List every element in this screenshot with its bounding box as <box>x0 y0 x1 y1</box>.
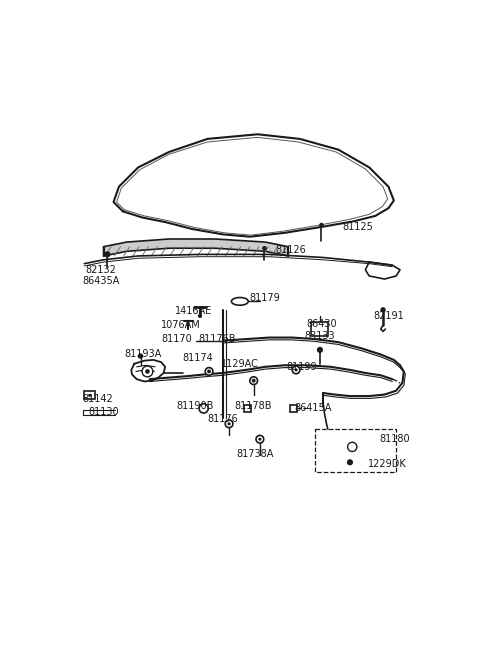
Circle shape <box>317 347 323 353</box>
Circle shape <box>348 442 357 451</box>
Text: 81738A: 81738A <box>237 449 274 459</box>
Text: 81193A: 81193A <box>124 349 162 359</box>
Text: 86430: 86430 <box>306 319 336 328</box>
Text: 81174: 81174 <box>183 353 214 363</box>
Circle shape <box>145 369 150 374</box>
Text: 81142: 81142 <box>83 394 113 404</box>
Circle shape <box>292 366 300 374</box>
Circle shape <box>250 377 258 384</box>
Circle shape <box>199 404 208 413</box>
Text: 1229DK: 1229DK <box>368 459 407 469</box>
Text: 81126: 81126 <box>275 245 306 255</box>
Bar <box>84 392 95 399</box>
Text: 1129AC: 1129AC <box>221 359 259 369</box>
Text: 86415A: 86415A <box>295 403 332 413</box>
Text: 81199: 81199 <box>287 362 317 372</box>
Text: 83133: 83133 <box>304 331 335 341</box>
Circle shape <box>256 436 264 443</box>
Text: 81176: 81176 <box>207 414 238 424</box>
Text: 81178B: 81178B <box>234 401 272 411</box>
Bar <box>290 405 297 412</box>
Circle shape <box>319 223 324 227</box>
Circle shape <box>258 438 262 441</box>
Circle shape <box>138 353 143 359</box>
Text: 82132: 82132 <box>86 265 117 275</box>
Text: 81179: 81179 <box>250 293 281 304</box>
Circle shape <box>198 314 202 318</box>
Polygon shape <box>104 239 288 256</box>
Circle shape <box>228 422 230 425</box>
Text: 81130: 81130 <box>88 407 119 417</box>
Circle shape <box>104 252 110 258</box>
Circle shape <box>295 369 298 371</box>
Text: 81170: 81170 <box>161 334 192 344</box>
Ellipse shape <box>231 298 248 306</box>
Bar <box>244 405 251 412</box>
Text: 86435A: 86435A <box>83 275 120 286</box>
Circle shape <box>225 420 233 428</box>
Text: 81190B: 81190B <box>177 401 214 411</box>
Circle shape <box>205 367 213 375</box>
Text: 81176B: 81176B <box>198 334 236 344</box>
Circle shape <box>380 307 386 313</box>
Bar <box>312 322 328 336</box>
Circle shape <box>142 366 153 377</box>
Circle shape <box>88 394 91 397</box>
Text: 81180: 81180 <box>379 434 410 444</box>
Text: 82191: 82191 <box>373 311 404 321</box>
Circle shape <box>207 369 211 373</box>
Circle shape <box>347 459 353 465</box>
Text: 81125: 81125 <box>342 221 373 232</box>
Text: 1076AM: 1076AM <box>161 320 201 330</box>
Bar <box>315 429 396 472</box>
Circle shape <box>252 378 256 382</box>
Text: 1416AE: 1416AE <box>175 306 213 315</box>
Circle shape <box>262 246 267 250</box>
